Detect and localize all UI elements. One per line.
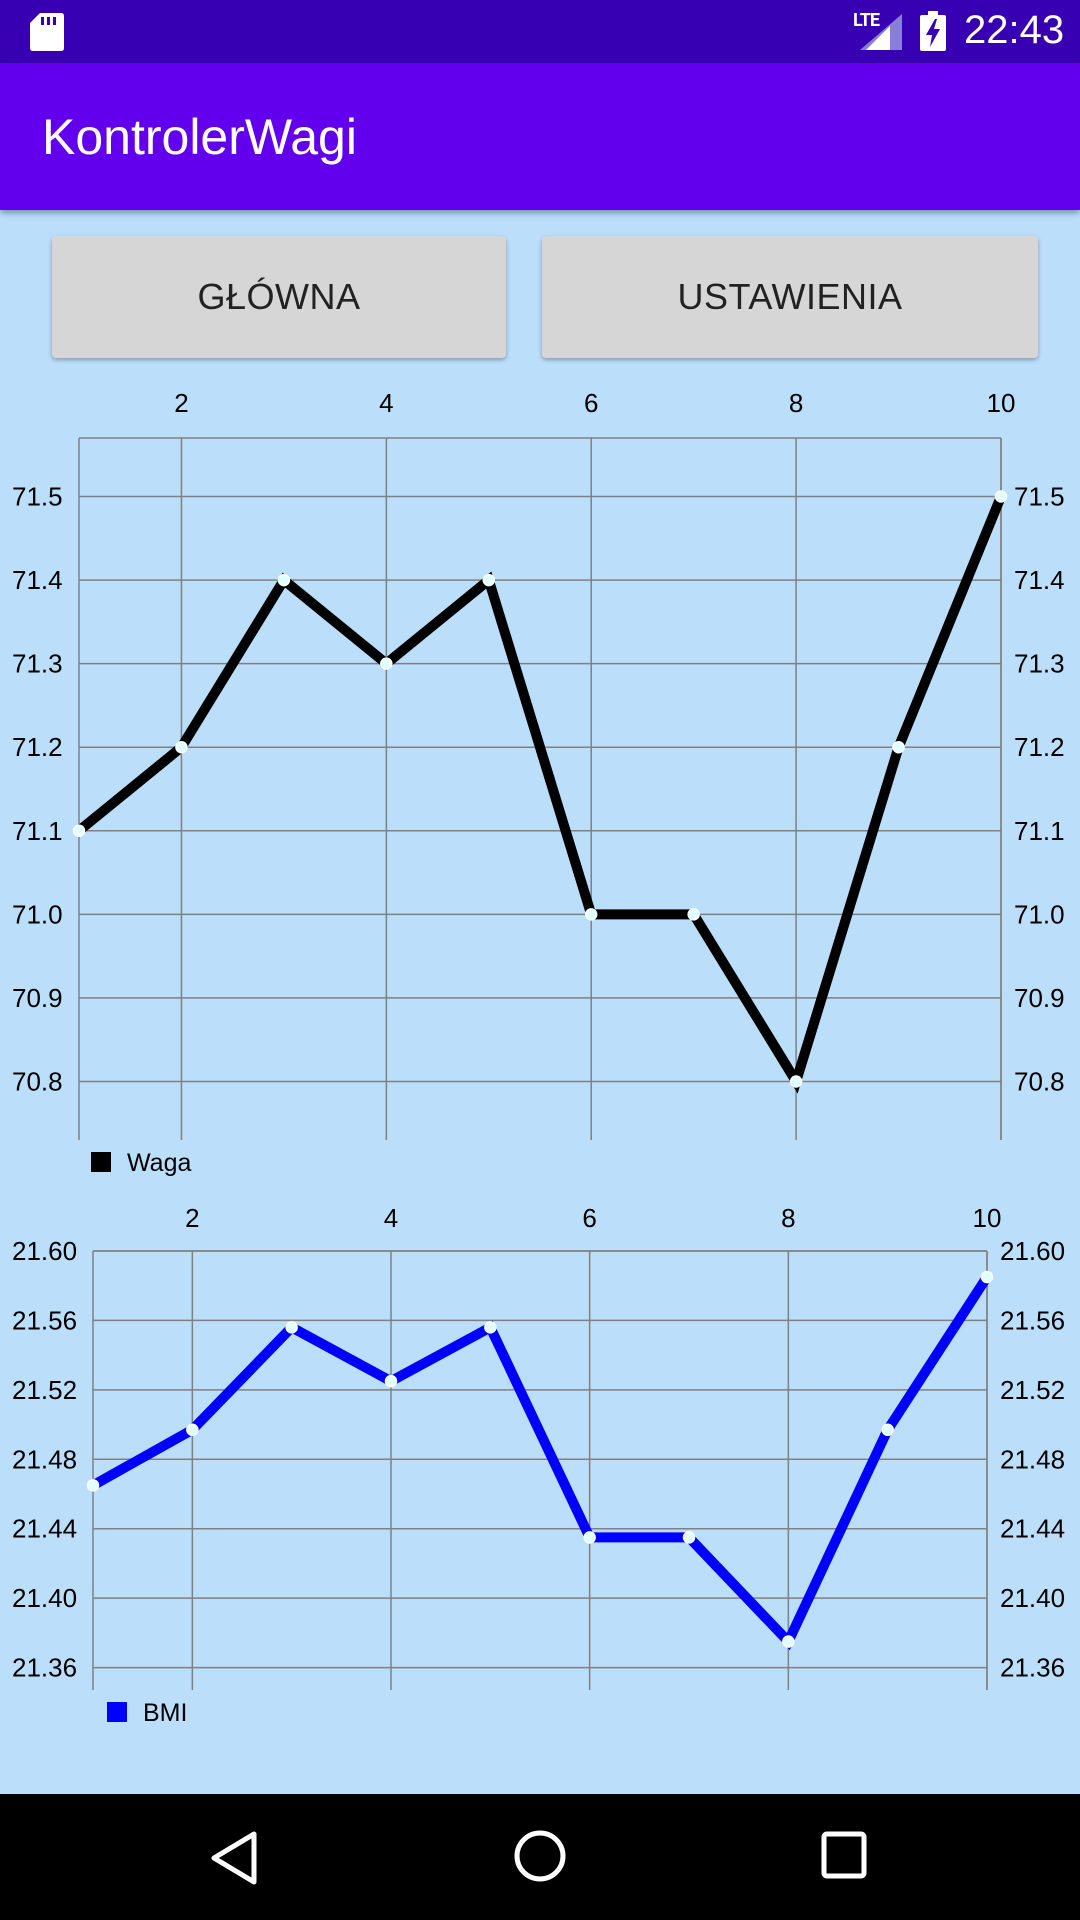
sd-card-icon (30, 13, 64, 51)
y-tick-label-right: 70.9 (1014, 983, 1065, 1013)
data-point (892, 740, 905, 754)
app-title: KontrolerWagi (42, 109, 357, 165)
network-type: LTE (853, 10, 880, 31)
y-tick-label-left: 21.48 (12, 1444, 77, 1474)
x-tick-label: 10 (973, 1203, 1002, 1233)
navigation-bar (0, 1794, 1080, 1920)
y-tick-label-right: 21.40 (1000, 1583, 1065, 1613)
data-point (482, 573, 496, 587)
y-tick-label-right: 21.56 (1000, 1305, 1065, 1335)
data-point (782, 1635, 795, 1648)
data-point (380, 657, 393, 670)
x-tick-label: 6 (582, 1203, 596, 1233)
y-tick-label-left: 21.36 (12, 1653, 77, 1683)
y-tick-label-left: 71.1 (12, 816, 63, 846)
y-tick-label-left: 71.0 (12, 899, 63, 929)
data-point (682, 1531, 696, 1544)
data-point (186, 1423, 199, 1437)
y-tick-label-left: 70.9 (12, 983, 63, 1013)
x-tick-label: 2 (174, 388, 188, 418)
data-point (980, 1270, 994, 1284)
y-tick-label-right: 21.48 (1000, 1444, 1065, 1474)
x-tick-label: 10 (987, 388, 1016, 418)
y-tick-label-right: 71.3 (1014, 649, 1065, 679)
data-point (72, 824, 86, 838)
y-tick-label-left: 71.4 (12, 565, 63, 595)
x-tick-label: 8 (781, 1203, 795, 1233)
y-tick-label-right: 71.4 (1014, 565, 1065, 595)
main-button[interactable]: GŁÓWNA (52, 236, 506, 358)
weight-chart: 70.8 70.8 70.9 70.9 71.0 71.0 71.1 71.1 71.2 71.2… (12, 388, 1065, 1177)
data-point (86, 1479, 100, 1492)
data-point (384, 1374, 398, 1388)
home-icon[interactable] (512, 1828, 568, 1884)
legend-label: BMI (143, 1699, 187, 1727)
y-tick-label-left: 21.56 (12, 1305, 77, 1335)
data-point (687, 908, 700, 921)
x-tick-label: 4 (384, 1203, 398, 1233)
clock: 22:43 (964, 8, 1065, 52)
data-point (175, 740, 188, 754)
series-line-bmi (90, 1274, 992, 1651)
x-tick-label: 4 (379, 388, 393, 418)
signal-icon (860, 14, 902, 50)
data-point (583, 1531, 596, 1544)
y-tick-label-right: 70.8 (1014, 1067, 1065, 1097)
data-point (584, 908, 598, 921)
data-point (484, 1321, 497, 1334)
data-point (789, 1075, 803, 1088)
data-point (277, 573, 291, 587)
recent-apps-icon[interactable] (820, 1830, 868, 1880)
y-tick-label-left: 70.8 (12, 1067, 63, 1097)
battery-charging-icon (920, 11, 946, 51)
back-icon[interactable] (210, 1830, 260, 1886)
legend-swatch (107, 1702, 127, 1722)
data-point (994, 490, 1008, 503)
data-point (285, 1321, 298, 1334)
y-tick-label-right: 71.5 (1014, 482, 1065, 512)
y-tick-label-left: 71.3 (12, 649, 63, 679)
y-tick-label-left: 21.44 (12, 1514, 77, 1544)
y-tick-label-right: 21.44 (1000, 1514, 1065, 1544)
x-tick-label: 6 (584, 388, 598, 418)
legend-swatch (91, 1152, 111, 1172)
status-bar: LTE 22:43 (0, 0, 1080, 63)
y-tick-label-left: 21.52 (12, 1375, 77, 1405)
y-tick-label-left: 21.60 (12, 1236, 77, 1266)
y-tick-label-right: 21.36 (1000, 1653, 1065, 1683)
y-tick-label-right: 71.2 (1014, 732, 1065, 762)
y-tick-label-left: 71.2 (12, 732, 63, 762)
y-tick-label-right: 21.52 (1000, 1375, 1065, 1405)
x-tick-label: 8 (789, 388, 803, 418)
y-tick-label-left: 71.5 (12, 482, 63, 512)
settings-button[interactable]: USTAWIENIA (542, 236, 1038, 358)
legend-label: Waga (127, 1149, 191, 1177)
bmi-chart: 21.36 21.36 21.40 21.40 21.44 21.44 21.48 21.48… (12, 1203, 1065, 1727)
data-point (881, 1423, 894, 1437)
y-tick-label-right: 21.60 (1000, 1236, 1065, 1266)
series-line-waga (75, 494, 1006, 1094)
x-tick-label: 2 (185, 1203, 199, 1233)
y-tick-label-right: 71.0 (1014, 899, 1065, 929)
y-tick-label-right: 71.1 (1014, 816, 1065, 846)
y-tick-label-left: 21.40 (12, 1583, 77, 1613)
app-bar: KontrolerWagi (0, 63, 1080, 210)
